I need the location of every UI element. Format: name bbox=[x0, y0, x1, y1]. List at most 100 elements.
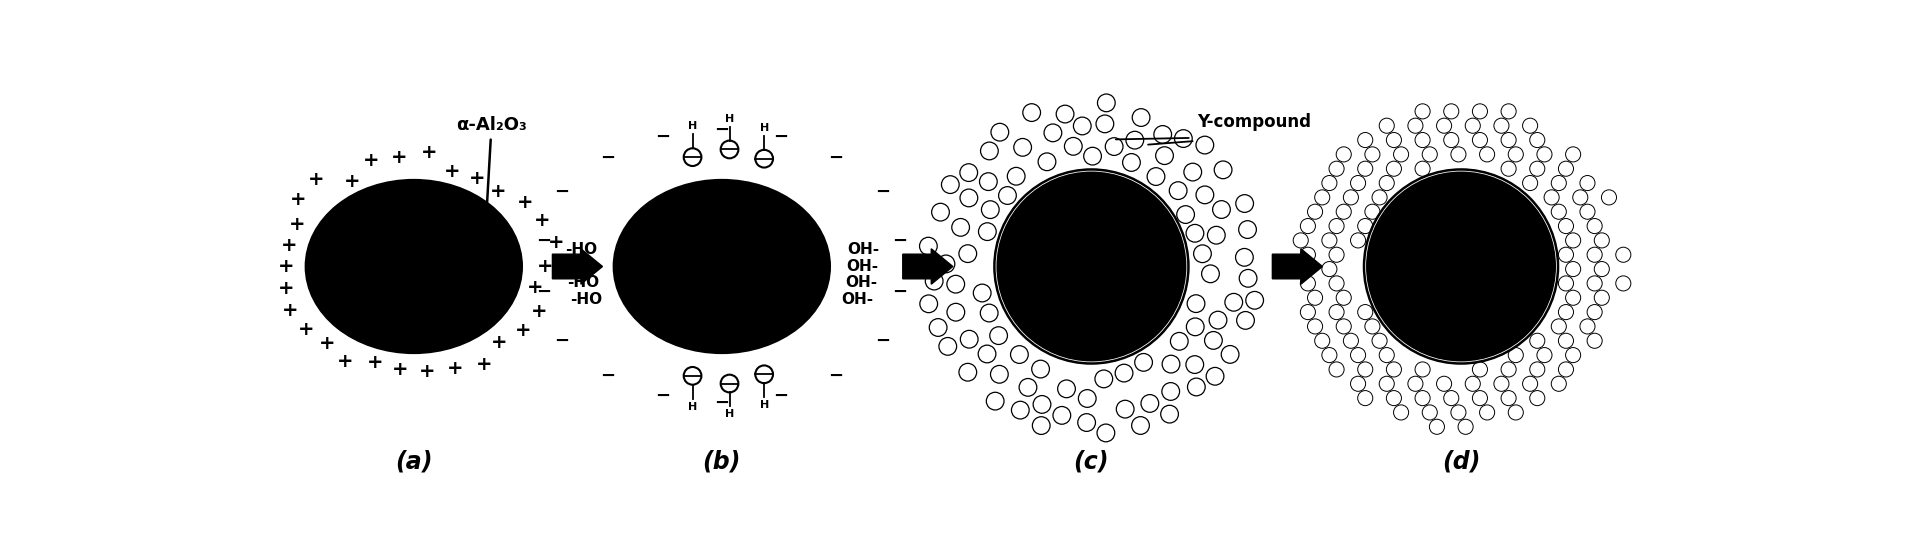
Circle shape bbox=[1415, 390, 1430, 406]
Circle shape bbox=[1300, 247, 1315, 262]
Circle shape bbox=[1135, 353, 1152, 371]
Circle shape bbox=[958, 364, 976, 381]
Circle shape bbox=[982, 201, 999, 218]
Circle shape bbox=[1357, 390, 1373, 406]
Circle shape bbox=[1551, 376, 1566, 391]
Circle shape bbox=[1187, 356, 1204, 373]
Text: H: H bbox=[759, 123, 769, 133]
Circle shape bbox=[1580, 175, 1595, 191]
Circle shape bbox=[1365, 319, 1380, 334]
Text: +: + bbox=[475, 355, 493, 374]
Circle shape bbox=[684, 149, 702, 166]
Circle shape bbox=[1559, 218, 1574, 234]
Circle shape bbox=[1336, 204, 1351, 219]
Text: +: + bbox=[491, 333, 508, 352]
Circle shape bbox=[1559, 161, 1574, 176]
Circle shape bbox=[1300, 218, 1315, 234]
Text: -HO: -HO bbox=[566, 259, 596, 274]
Text: +: + bbox=[337, 352, 353, 371]
Circle shape bbox=[1566, 290, 1582, 305]
Circle shape bbox=[1315, 333, 1330, 348]
Circle shape bbox=[1196, 136, 1213, 154]
Circle shape bbox=[958, 245, 976, 263]
Circle shape bbox=[1315, 190, 1330, 205]
Circle shape bbox=[978, 345, 997, 363]
Text: Y-compound: Y-compound bbox=[1196, 113, 1311, 131]
Circle shape bbox=[1415, 104, 1430, 119]
Text: −: − bbox=[874, 331, 889, 349]
Circle shape bbox=[978, 223, 997, 240]
Text: +: + bbox=[343, 171, 360, 191]
Circle shape bbox=[939, 337, 957, 355]
Circle shape bbox=[932, 203, 949, 221]
Circle shape bbox=[755, 365, 773, 383]
Circle shape bbox=[1493, 118, 1509, 133]
Text: H: H bbox=[688, 121, 698, 132]
FancyArrow shape bbox=[552, 249, 602, 284]
Circle shape bbox=[1238, 270, 1258, 287]
Circle shape bbox=[1236, 248, 1254, 266]
Circle shape bbox=[1020, 378, 1037, 396]
Circle shape bbox=[1430, 419, 1445, 434]
Text: +: + bbox=[282, 236, 297, 255]
Circle shape bbox=[1580, 204, 1595, 219]
Circle shape bbox=[1238, 221, 1256, 239]
Circle shape bbox=[1357, 133, 1373, 147]
Circle shape bbox=[1350, 376, 1365, 391]
Circle shape bbox=[980, 142, 999, 160]
Circle shape bbox=[1350, 348, 1365, 363]
Circle shape bbox=[1394, 405, 1409, 420]
Circle shape bbox=[1095, 370, 1112, 388]
Circle shape bbox=[1595, 262, 1610, 277]
Circle shape bbox=[1328, 218, 1344, 234]
Circle shape bbox=[1074, 117, 1091, 135]
Text: H: H bbox=[759, 400, 769, 410]
Circle shape bbox=[1365, 204, 1380, 219]
Circle shape bbox=[1407, 118, 1422, 133]
Circle shape bbox=[1185, 163, 1202, 181]
Circle shape bbox=[1501, 133, 1516, 147]
Circle shape bbox=[1422, 147, 1438, 162]
Circle shape bbox=[755, 150, 773, 168]
Text: −: − bbox=[773, 128, 788, 146]
Circle shape bbox=[1559, 362, 1574, 377]
Circle shape bbox=[1378, 376, 1394, 391]
Circle shape bbox=[1294, 233, 1307, 248]
Circle shape bbox=[1033, 417, 1051, 435]
Text: +: + bbox=[420, 361, 435, 381]
Circle shape bbox=[1444, 133, 1459, 147]
Circle shape bbox=[1459, 419, 1472, 434]
Circle shape bbox=[1146, 168, 1166, 186]
Circle shape bbox=[1465, 118, 1480, 133]
Text: +: + bbox=[391, 360, 408, 379]
Text: +: + bbox=[516, 193, 533, 211]
Circle shape bbox=[1187, 318, 1204, 336]
Circle shape bbox=[1171, 333, 1189, 350]
Circle shape bbox=[1394, 147, 1409, 162]
Circle shape bbox=[1601, 190, 1616, 205]
Circle shape bbox=[1472, 362, 1488, 377]
Circle shape bbox=[999, 187, 1016, 204]
Text: +: + bbox=[537, 257, 554, 276]
Circle shape bbox=[1106, 138, 1123, 156]
Circle shape bbox=[1444, 104, 1459, 119]
Text: H: H bbox=[688, 402, 698, 412]
Circle shape bbox=[1328, 276, 1344, 291]
Ellipse shape bbox=[613, 180, 830, 353]
Circle shape bbox=[937, 255, 955, 273]
Circle shape bbox=[1010, 346, 1028, 364]
Text: +: + bbox=[447, 359, 464, 378]
Circle shape bbox=[1530, 161, 1545, 176]
Text: +: + bbox=[516, 321, 531, 340]
Circle shape bbox=[1323, 348, 1336, 363]
Circle shape bbox=[1587, 276, 1603, 291]
Circle shape bbox=[1509, 405, 1524, 420]
Circle shape bbox=[1097, 115, 1114, 133]
Circle shape bbox=[1336, 147, 1351, 162]
Circle shape bbox=[1064, 138, 1083, 155]
Circle shape bbox=[1451, 405, 1467, 420]
Circle shape bbox=[1566, 233, 1582, 248]
Text: +: + bbox=[548, 233, 564, 252]
Circle shape bbox=[1537, 147, 1553, 162]
Circle shape bbox=[1116, 364, 1133, 382]
